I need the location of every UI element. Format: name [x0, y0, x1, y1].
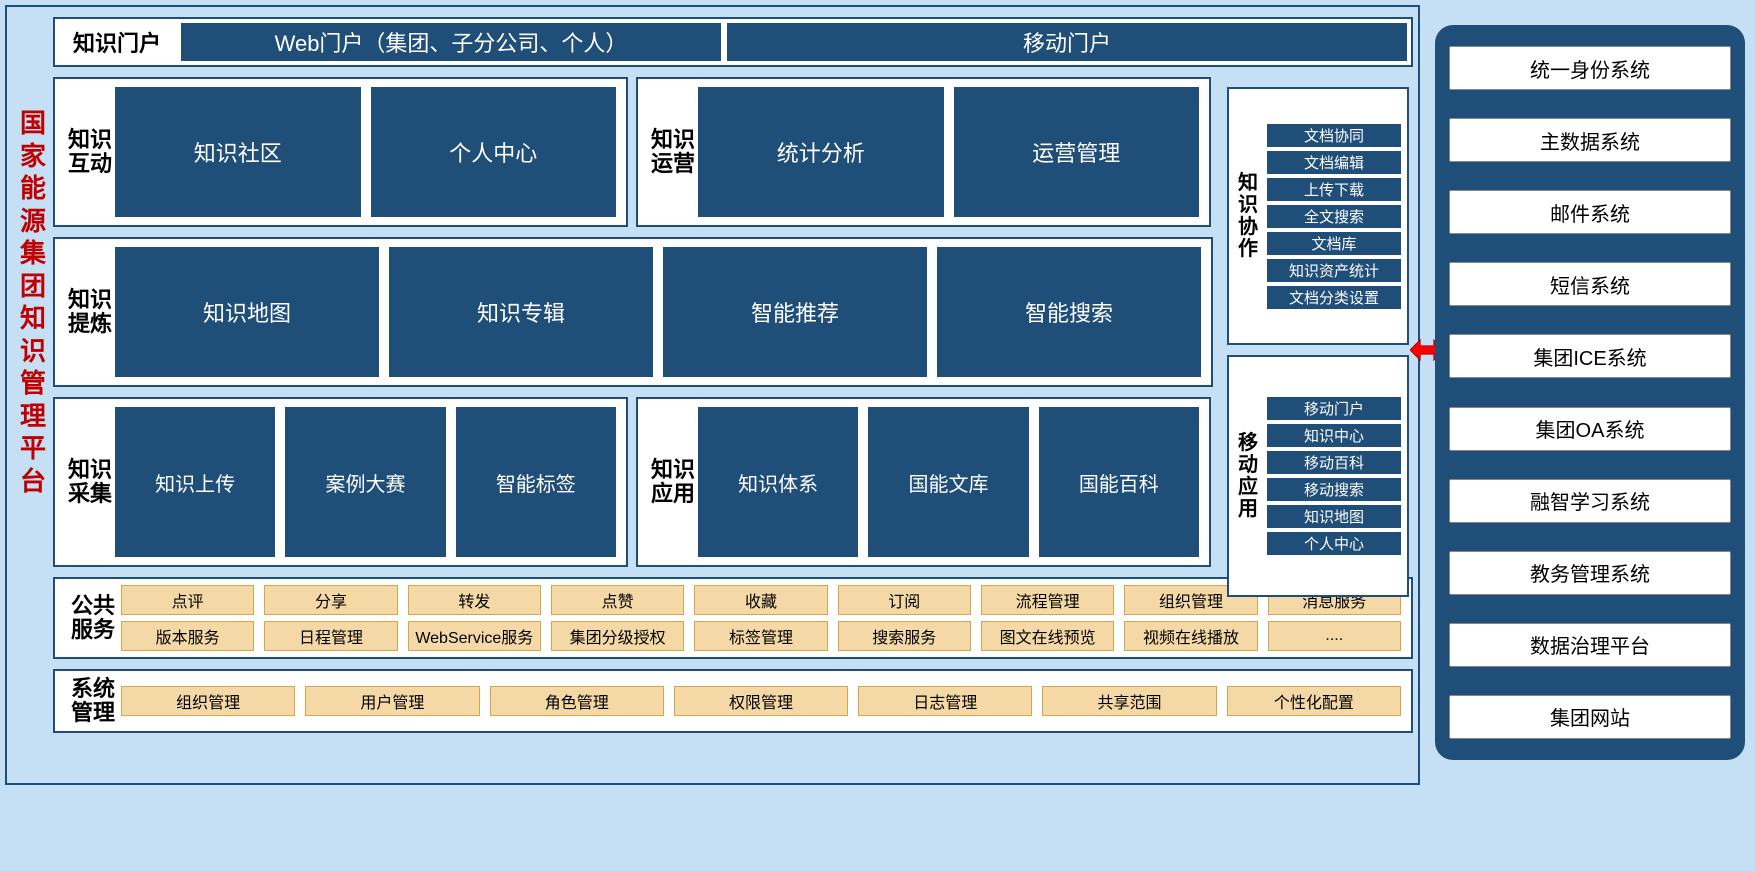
- ext-system: 短信系统: [1449, 262, 1731, 306]
- ext-system: 教务管理系统: [1449, 551, 1731, 595]
- public-services-box: 公共服务 点评 分享 转发 点赞 收藏 订阅 流程管理 组织管理 消息服务 版本…: [53, 577, 1413, 659]
- refine-label: 知识提炼: [65, 288, 115, 336]
- interaction-item: 知识社区: [115, 87, 361, 217]
- refine-item: 知识专辑: [389, 247, 653, 377]
- apply-item: 国能百科: [1039, 407, 1199, 557]
- svc-item: 标签管理: [694, 621, 827, 651]
- sysmgmt-item: 组织管理: [121, 686, 295, 716]
- apply-item: 国能文库: [868, 407, 1028, 557]
- collab-item: 文档库: [1267, 232, 1401, 255]
- row-interact-operate: 知识互动 知识社区 个人中心 知识运营 统计分析 运营管理: [53, 77, 1413, 227]
- operation-item: 统计分析: [698, 87, 944, 217]
- refine-item: 智能推荐: [663, 247, 927, 377]
- refine-item: 智能搜索: [937, 247, 1201, 377]
- mobile-app-item: 移动门户: [1267, 397, 1401, 420]
- sysmgmt-label: 系统管理: [65, 677, 121, 725]
- sysmgmt-item: 角色管理: [490, 686, 664, 716]
- svc-item: 集团分级授权: [551, 621, 684, 651]
- apply-label: 知识应用: [648, 458, 698, 506]
- svc-item: 视频在线播放: [1124, 621, 1257, 651]
- mobile-app-label: 移动应用: [1235, 432, 1261, 520]
- collab-item: 文档编辑: [1267, 151, 1401, 174]
- portal-label: 知识门户: [59, 26, 175, 58]
- sysmgmt-item: 日志管理: [858, 686, 1032, 716]
- ext-system: 统一身份系统: [1449, 46, 1731, 90]
- refine-box: 知识提炼 知识地图 知识专辑 智能推荐 智能搜索: [53, 237, 1213, 387]
- portal-web: Web门户（集团、子分公司、个人）: [181, 23, 721, 61]
- apply-item: 知识体系: [698, 407, 858, 557]
- ext-system: 融智学习系统: [1449, 479, 1731, 523]
- sysmgmt-item: 个性化配置: [1227, 686, 1401, 716]
- mobile-app-item: 知识地图: [1267, 505, 1401, 528]
- svc-item: 图文在线预览: [981, 621, 1114, 651]
- collect-item: 知识上传: [115, 407, 275, 557]
- collect-item: 智能标签: [456, 407, 616, 557]
- collect-label: 知识采集: [65, 458, 115, 506]
- interaction-box: 知识互动 知识社区 个人中心: [53, 77, 628, 227]
- svc-item: 订阅: [838, 585, 971, 615]
- row-refine: 知识提炼 知识地图 知识专辑 智能推荐 智能搜索: [53, 237, 1413, 387]
- svc-item: 日程管理: [264, 621, 397, 651]
- ext-system: 数据治理平台: [1449, 623, 1731, 667]
- sysmgmt-item: 共享范围: [1042, 686, 1216, 716]
- sysmgmt-item: 用户管理: [305, 686, 479, 716]
- mobile-app-item: 知识中心: [1267, 424, 1401, 447]
- ext-system: 集团ICE系统: [1449, 334, 1731, 378]
- svc-item: 流程管理: [981, 585, 1114, 615]
- mobile-app-item: 移动搜索: [1267, 478, 1401, 501]
- platform-title: 国家能源集团知识管理平台: [19, 107, 47, 497]
- svc-row-2: 版本服务 日程管理 WebService服务 集团分级授权 标签管理 搜索服务 …: [121, 621, 1401, 651]
- portal-mobile: 移动门户: [727, 23, 1407, 61]
- portal-box: 知识门户 Web门户（集团、子分公司、个人） 移动门户: [53, 17, 1413, 67]
- interaction-item: 个人中心: [371, 87, 617, 217]
- collab-item: 全文搜索: [1267, 205, 1401, 228]
- svc-item: 搜索服务: [838, 621, 971, 651]
- svc-item: 收藏: [694, 585, 827, 615]
- collab-item: 文档分类设置: [1267, 286, 1401, 309]
- interaction-label: 知识互动: [65, 128, 115, 176]
- collect-item: 案例大赛: [285, 407, 445, 557]
- collab-item: 知识资产统计: [1267, 259, 1401, 282]
- operation-label: 知识运营: [648, 128, 698, 176]
- collect-box: 知识采集 知识上传 案例大赛 智能标签: [53, 397, 628, 567]
- svc-item: ....: [1268, 621, 1401, 651]
- right-panels: 知识协作 文档协同 文档编辑 上传下载 全文搜索 文档库 知识资产统计 文档分类…: [1227, 87, 1409, 607]
- mobile-app-panel: 移动应用 移动门户 知识中心 移动百科 移动搜索 知识地图 个人中心: [1227, 355, 1409, 597]
- mobile-app-item: 个人中心: [1267, 532, 1401, 555]
- refine-item: 知识地图: [115, 247, 379, 377]
- row-collect-apply: 知识采集 知识上传 案例大赛 智能标签 知识应用 知识体系 国能文库 国能百科: [53, 397, 1413, 567]
- svc-row-1: 点评 分享 转发 点赞 收藏 订阅 流程管理 组织管理 消息服务: [121, 585, 1401, 615]
- collab-panel: 知识协作 文档协同 文档编辑 上传下载 全文搜索 文档库 知识资产统计 文档分类…: [1227, 87, 1409, 345]
- apply-box: 知识应用 知识体系 国能文库 国能百科: [636, 397, 1211, 567]
- operation-box: 知识运营 统计分析 运营管理: [636, 77, 1211, 227]
- ext-system: 邮件系统: [1449, 190, 1731, 234]
- public-services-label: 公共服务: [65, 594, 121, 642]
- mobile-app-item: 移动百科: [1267, 451, 1401, 474]
- ext-system: 集团OA系统: [1449, 407, 1731, 451]
- content-column: 知识门户 Web门户（集团、子分公司、个人） 移动门户 知识互动 知识社区 个人…: [53, 17, 1413, 733]
- main-frame: 国家能源集团知识管理平台 知识门户 Web门户（集团、子分公司、个人） 移动门户…: [5, 5, 1420, 785]
- sysmgmt-item: 权限管理: [674, 686, 848, 716]
- external-systems-sidebar: 统一身份系统 主数据系统 邮件系统 短信系统 集团ICE系统 集团OA系统 融智…: [1435, 25, 1745, 760]
- svc-item: 版本服务: [121, 621, 254, 651]
- svc-item: 点评: [121, 585, 254, 615]
- svc-item: 点赞: [551, 585, 684, 615]
- collab-item: 文档协同: [1267, 124, 1401, 147]
- ext-system: 集团网站: [1449, 695, 1731, 739]
- sysmgmt-box: 系统管理 组织管理 用户管理 角色管理 权限管理 日志管理 共享范围 个性化配置: [53, 669, 1413, 733]
- operation-item: 运营管理: [954, 87, 1200, 217]
- svc-item: 转发: [408, 585, 541, 615]
- collab-label: 知识协作: [1235, 172, 1261, 260]
- ext-system: 主数据系统: [1449, 118, 1731, 162]
- svc-item: WebService服务: [408, 621, 541, 651]
- svc-item: 分享: [264, 585, 397, 615]
- collab-item: 上传下载: [1267, 178, 1401, 201]
